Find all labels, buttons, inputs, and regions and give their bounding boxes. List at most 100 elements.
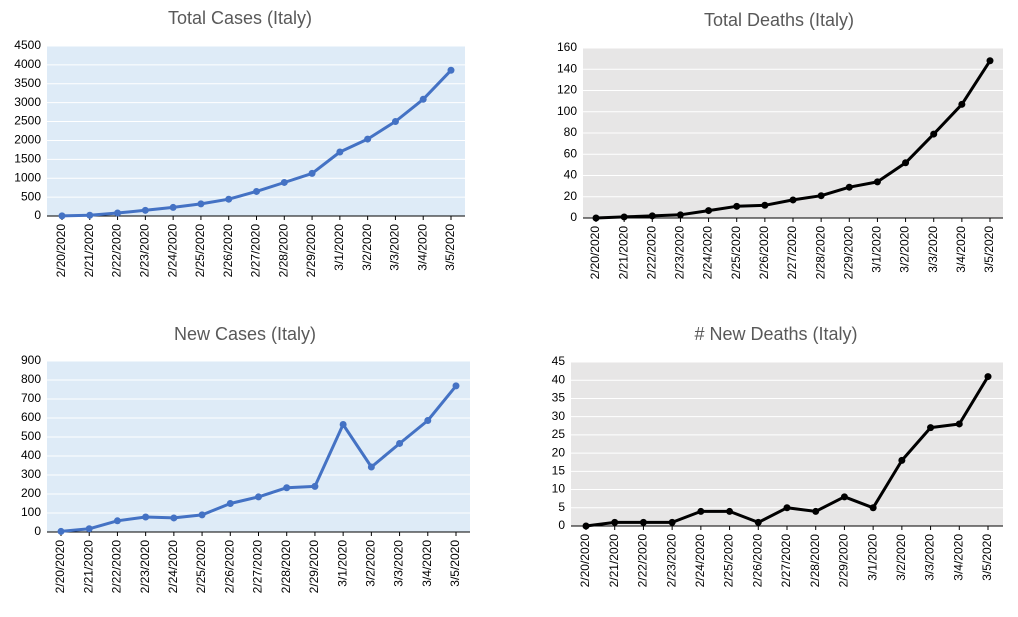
x-tick-label: 3/3/2020 — [388, 224, 402, 271]
data-point — [114, 209, 122, 217]
y-tick-label: 20 — [564, 189, 578, 203]
chart-3: New Cases (Italy) 0 100 200 300 400 500 600 700 8… — [21, 324, 470, 594]
y-tick-label: 3500 — [14, 76, 41, 90]
data-point — [86, 211, 94, 219]
x-tick-label: 2/29/2020 — [307, 540, 321, 594]
data-point — [141, 206, 149, 214]
y-tick-label: 140 — [557, 61, 577, 75]
x-tick-label: 2/25/2020 — [194, 540, 208, 594]
data-point — [761, 201, 769, 209]
data-point — [283, 484, 291, 492]
x-tick-label: 3/4/2020 — [420, 540, 434, 587]
y-tick-label: 5 — [558, 500, 565, 514]
data-point — [424, 416, 432, 424]
x-tick-label: 2/24/2020 — [693, 534, 707, 588]
data-point — [639, 518, 647, 526]
plot-area — [47, 46, 465, 216]
x-tick-label: 3/1/2020 — [865, 534, 879, 581]
data-point — [113, 517, 121, 525]
data-point — [419, 95, 427, 103]
x-tick-label: 3/4/2020 — [954, 226, 968, 273]
x-tick-label: 2/21/2020 — [82, 224, 96, 278]
x-tick-label: 2/24/2020 — [701, 226, 715, 280]
y-tick-label: 30 — [552, 409, 566, 423]
x-tick-label: 3/3/2020 — [923, 534, 937, 581]
y-tick-label: 4500 — [14, 38, 41, 52]
y-tick-label: 15 — [552, 464, 566, 478]
x-tick-label: 2/26/2020 — [750, 534, 764, 588]
y-tick-label: 1000 — [14, 170, 41, 184]
y-tick-label: 40 — [552, 372, 566, 386]
data-point — [676, 211, 684, 219]
y-tick-label: 0 — [34, 208, 41, 222]
plot-area — [47, 361, 470, 532]
data-point — [869, 504, 877, 512]
y-tick-label: 3000 — [14, 95, 41, 109]
chart-title: Total Deaths (Italy) — [704, 10, 854, 30]
x-tick-label: 2/25/2020 — [729, 226, 743, 280]
chart-title: New Cases (Italy) — [174, 324, 316, 344]
data-point — [668, 518, 676, 526]
data-point — [697, 507, 705, 515]
data-point — [58, 212, 66, 220]
data-point — [391, 117, 399, 125]
x-tick-label: 3/2/2020 — [894, 534, 908, 581]
x-tick-label: 2/23/2020 — [664, 534, 678, 588]
data-point — [364, 135, 372, 143]
x-tick-label: 3/1/2020 — [332, 224, 346, 271]
y-tick-label: 800 — [21, 372, 41, 386]
data-point — [225, 195, 233, 203]
y-tick-label: 300 — [21, 467, 41, 481]
x-tick-label: 3/3/2020 — [392, 540, 406, 587]
x-tick-label: 2/20/2020 — [53, 540, 67, 594]
x-tick-label: 2/28/2020 — [813, 226, 827, 280]
y-tick-label: 60 — [564, 146, 578, 160]
data-point — [339, 420, 347, 428]
data-point — [789, 196, 797, 204]
chart-2: Total Deaths (Italy) 0 20 40 60 80 100 120 140 16… — [557, 10, 1003, 280]
x-tick-label: 2/23/2020 — [138, 224, 152, 278]
y-tick-label: 2000 — [14, 133, 41, 147]
y-tick-label: 40 — [564, 168, 578, 182]
data-point — [226, 500, 234, 507]
x-tick-label: 2/29/2020 — [837, 534, 851, 588]
y-tick-label: 200 — [21, 486, 41, 500]
x-tick-label: 2/24/2020 — [166, 540, 180, 594]
data-point — [840, 493, 848, 501]
y-tick-label: 45 — [552, 354, 566, 368]
data-point — [902, 159, 910, 167]
x-tick-label: 2/29/2020 — [841, 226, 855, 280]
x-tick-label: 2/26/2020 — [757, 226, 771, 280]
x-tick-label: 3/2/2020 — [364, 540, 378, 587]
y-tick-label: 120 — [557, 83, 577, 97]
y-tick-label: 20 — [552, 445, 566, 459]
data-point — [280, 178, 288, 186]
x-tick-label: 2/27/2020 — [785, 226, 799, 280]
x-tick-label: 2/21/2020 — [81, 540, 95, 594]
y-tick-label: 500 — [21, 189, 41, 203]
data-point — [447, 66, 455, 74]
x-tick-label: 2/21/2020 — [607, 534, 621, 588]
x-tick-label: 2/20/2020 — [54, 224, 68, 278]
y-tick-label: 35 — [552, 391, 566, 405]
chart-4: # New Deaths (Italy) 0 5 10 15 20 25 30 35 40 45 2/… — [552, 324, 1003, 588]
data-point — [873, 178, 881, 186]
x-tick-label: 3/1/2020 — [870, 226, 884, 273]
data-point — [336, 148, 344, 156]
y-tick-label: 0 — [570, 210, 577, 224]
data-point — [817, 192, 825, 200]
x-tick-label: 2/20/2020 — [578, 534, 592, 588]
x-tick-label: 2/26/2020 — [222, 540, 236, 594]
data-point — [930, 130, 938, 138]
x-tick-label: 2/22/2020 — [644, 226, 658, 280]
data-point — [611, 518, 619, 526]
y-tick-label: 900 — [21, 353, 41, 367]
x-tick-label: 3/5/2020 — [982, 226, 996, 273]
data-point — [142, 513, 150, 521]
x-tick-label: 2/27/2020 — [249, 224, 263, 278]
x-tick-label: 2/22/2020 — [110, 540, 124, 594]
y-tick-label: 700 — [21, 391, 41, 405]
x-tick-label: 3/5/2020 — [448, 540, 462, 587]
y-tick-label: 100 — [21, 505, 41, 519]
